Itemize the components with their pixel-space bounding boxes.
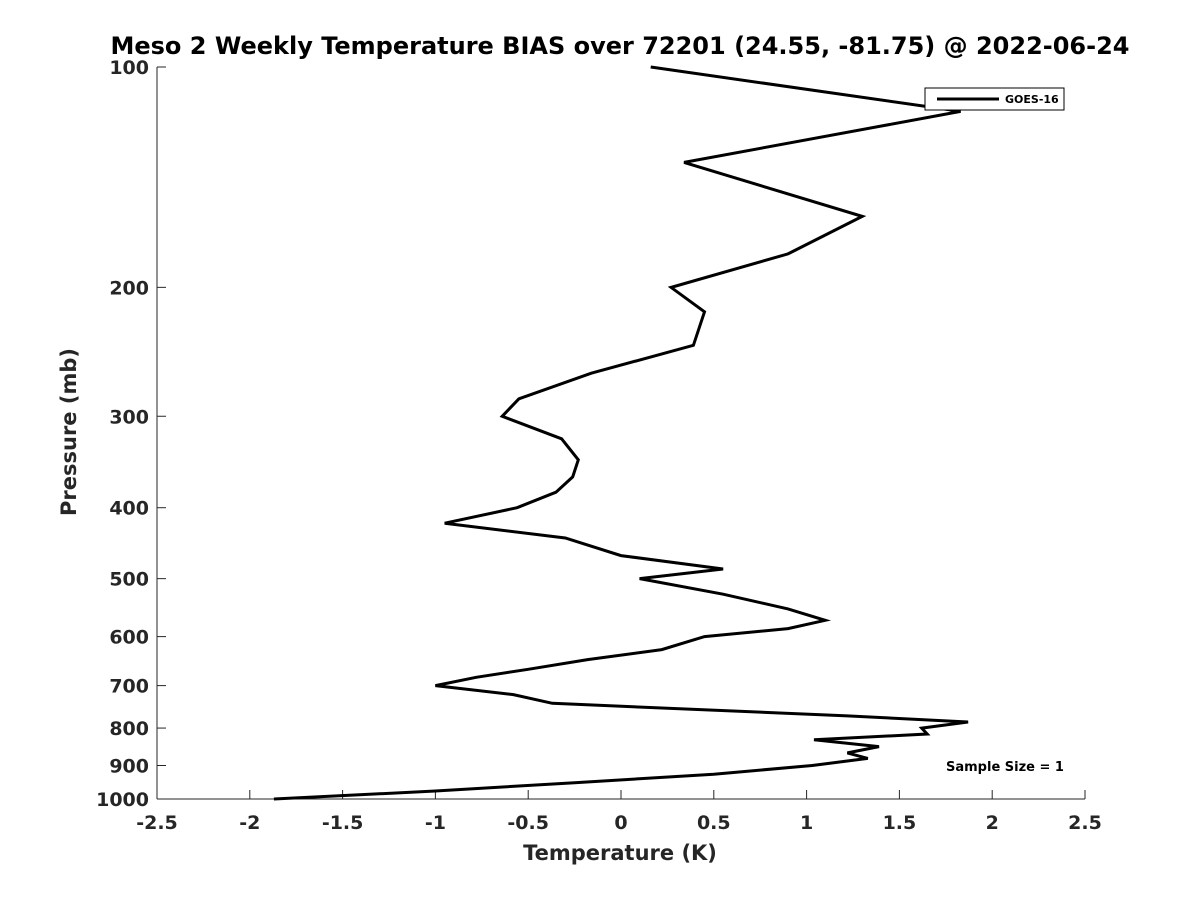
y-tick-label: 100 — [109, 57, 149, 79]
y-tick-label: 1000 — [96, 789, 149, 811]
y-tick-label: 900 — [109, 756, 149, 778]
legend-label-goes-16: GOES-16 — [1005, 93, 1059, 106]
x-tick-label: -1 — [425, 812, 446, 834]
y-tick-label: 700 — [109, 676, 149, 698]
x-tick-label: -2 — [239, 812, 260, 834]
series-line-goes-16 — [273, 65, 969, 801]
x-tick-label: -2.5 — [136, 812, 178, 834]
y-axis-ticks: 100 200 300 400 500 600 700 800 900 1000 — [96, 57, 166, 811]
y-tick-label: 500 — [109, 569, 149, 591]
y-axis-label: Pressure (mb) — [57, 348, 81, 516]
legend: GOES-16 — [924, 87, 1065, 111]
chart-title: Meso 2 Weekly Temperature BIAS over 7220… — [110, 32, 1129, 60]
plot-area: -2.5 -2 -1.5 -1 -0.5 0 0.5 1 1.5 2 2.5 100 200 300 40… — [96, 57, 1102, 834]
x-tick-label: -0.5 — [507, 812, 549, 834]
series-group — [273, 65, 969, 801]
y-tick-label: 400 — [109, 498, 149, 520]
x-tick-label: 1.5 — [883, 812, 917, 834]
x-tick-label: 2 — [986, 812, 999, 834]
y-tick-label: 200 — [109, 277, 149, 299]
x-tick-label: -1.5 — [322, 812, 364, 834]
y-tick-label: 300 — [109, 406, 149, 428]
x-tick-label: 0.5 — [697, 812, 731, 834]
x-tick-label: 1 — [800, 812, 813, 834]
x-axis-ticks: -2.5 -2 -1.5 -1 -0.5 0 0.5 1 1.5 2 2.5 — [136, 790, 1102, 834]
x-tick-label: 0 — [614, 812, 627, 834]
sample-size-annotation: Sample Size = 1 — [946, 760, 1064, 775]
x-axis-label: Temperature (K) — [523, 841, 717, 865]
y-tick-label: 600 — [109, 627, 149, 649]
y-tick-label: 800 — [109, 718, 149, 740]
x-tick-label: 2.5 — [1068, 812, 1102, 834]
